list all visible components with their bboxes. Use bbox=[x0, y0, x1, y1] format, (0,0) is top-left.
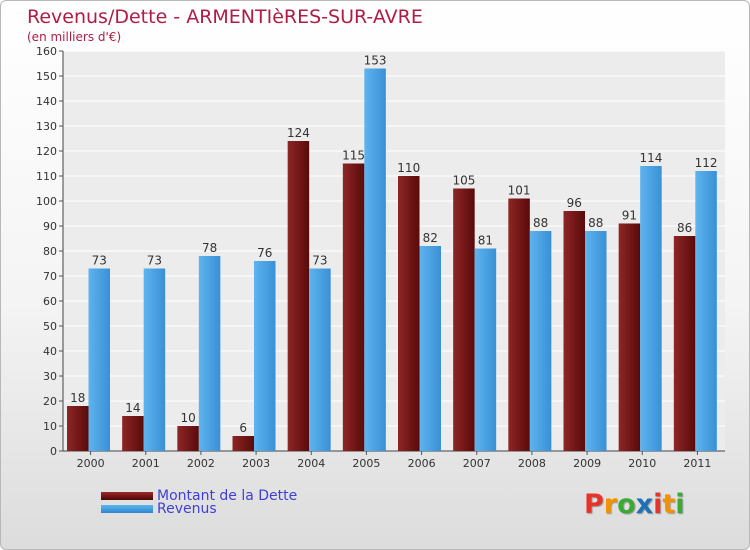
bar-revenus-2002 bbox=[198, 256, 221, 451]
data-label-revenus-2000: 73 bbox=[92, 254, 107, 268]
data-label-dette-2011: 86 bbox=[677, 221, 692, 235]
y-tick-label: 130 bbox=[36, 120, 57, 133]
bar-revenus-2011 bbox=[695, 171, 717, 451]
bar-dette-2008 bbox=[508, 198, 530, 451]
logo-letter: r bbox=[603, 489, 618, 520]
data-label-revenus-2008: 88 bbox=[533, 216, 548, 230]
bar-revenus-2000 bbox=[88, 268, 110, 451]
x-tick-label: 2006 bbox=[408, 457, 436, 470]
y-tick-label: 60 bbox=[43, 295, 57, 308]
data-label-dette-2004: 124 bbox=[287, 126, 310, 140]
x-tick-label: 2010 bbox=[628, 457, 656, 470]
bar-dette-2005 bbox=[342, 163, 365, 451]
bar-dette-2002 bbox=[177, 426, 199, 451]
logo-letter: P bbox=[584, 489, 604, 520]
bar-dette-2009 bbox=[563, 211, 585, 451]
y-tick-label: 70 bbox=[43, 270, 57, 283]
data-label-dette-2003: 6 bbox=[239, 421, 247, 435]
chart-title: Revenus/Dette - ARMENTIèRES-SUR-AVRE bbox=[27, 6, 423, 28]
x-tick-label: 2002 bbox=[187, 457, 215, 470]
bar-dette-2001 bbox=[122, 416, 144, 451]
legend-label-revenus: Revenus bbox=[157, 501, 217, 517]
legend-swatch-revenus bbox=[101, 505, 153, 513]
bar-revenus-2007 bbox=[474, 248, 497, 451]
data-label-revenus-2004: 73 bbox=[312, 254, 327, 268]
y-tick-label: 10 bbox=[43, 420, 57, 433]
bar-revenus-2005 bbox=[364, 68, 386, 451]
x-tick-label: 2007 bbox=[463, 457, 491, 470]
data-label-dette-2005: 115 bbox=[342, 149, 365, 163]
bar-revenus-2008 bbox=[529, 231, 552, 451]
y-tick-label: 160 bbox=[36, 45, 57, 58]
data-label-dette-2009: 96 bbox=[567, 196, 582, 210]
data-label-revenus-2005: 153 bbox=[364, 54, 387, 68]
logo-letter: i bbox=[653, 489, 663, 520]
y-tick-label: 80 bbox=[43, 245, 57, 258]
x-tick-label: 2004 bbox=[297, 457, 325, 470]
x-tick-label: 2000 bbox=[77, 457, 105, 470]
bar-dette-2010 bbox=[618, 223, 641, 451]
bar-revenus-2006 bbox=[419, 246, 441, 451]
y-tick-label: 150 bbox=[36, 70, 57, 83]
x-tick-label: 2003 bbox=[242, 457, 270, 470]
bar-dette-2004 bbox=[287, 141, 310, 451]
data-label-dette-2008: 101 bbox=[508, 184, 531, 198]
legend-item-revenus: Revenus bbox=[101, 501, 217, 517]
logo-letter: i bbox=[675, 489, 685, 520]
legend-item-dette: Montant de la Dette bbox=[101, 488, 297, 504]
y-tick-label: 120 bbox=[36, 145, 57, 158]
data-label-dette-2001: 14 bbox=[125, 401, 140, 415]
data-label-dette-2007: 105 bbox=[452, 174, 475, 188]
data-label-revenus-2002: 78 bbox=[202, 241, 217, 255]
y-tick-label: 90 bbox=[43, 220, 57, 233]
data-label-dette-2002: 10 bbox=[180, 411, 195, 425]
bar-revenus-2010 bbox=[640, 166, 662, 451]
data-label-revenus-2007: 81 bbox=[478, 234, 493, 248]
x-tick-label: 2005 bbox=[352, 457, 380, 470]
chart-subtitle: (en milliers d'€) bbox=[27, 30, 122, 44]
logo-letter: t bbox=[662, 489, 676, 520]
bar-dette-2007 bbox=[453, 188, 475, 451]
bar-revenus-2009 bbox=[585, 231, 607, 451]
bar-dette-2011 bbox=[673, 236, 696, 451]
data-label-dette-2010: 91 bbox=[622, 209, 637, 223]
x-tick-label: 2008 bbox=[518, 457, 546, 470]
legend-swatch-dette bbox=[101, 492, 153, 500]
y-tick-label: 50 bbox=[43, 320, 57, 333]
data-label-revenus-2003: 76 bbox=[257, 246, 272, 260]
data-label-revenus-2001: 73 bbox=[147, 254, 162, 268]
y-tick-label: 100 bbox=[36, 195, 57, 208]
data-label-revenus-2011: 112 bbox=[695, 156, 718, 170]
y-tick-label: 30 bbox=[43, 370, 57, 383]
x-tick-label: 2011 bbox=[683, 457, 711, 470]
y-tick-label: 40 bbox=[43, 345, 57, 358]
bar-revenus-2004 bbox=[309, 268, 331, 451]
data-label-revenus-2009: 88 bbox=[588, 216, 603, 230]
proxiti-logo: Proxiti bbox=[584, 489, 685, 520]
data-label-dette-2006: 110 bbox=[397, 161, 420, 175]
bar-dette-2000 bbox=[67, 406, 89, 451]
y-tick-label: 140 bbox=[36, 95, 57, 108]
y-tick-label: 110 bbox=[36, 170, 57, 183]
data-label-dette-2000: 18 bbox=[70, 391, 85, 405]
data-label-revenus-2006: 82 bbox=[423, 231, 438, 245]
bar-dette-2006 bbox=[398, 176, 420, 451]
x-tick-label: 2001 bbox=[132, 457, 160, 470]
legend-label-dette: Montant de la Dette bbox=[157, 488, 298, 504]
bar-revenus-2001 bbox=[143, 268, 166, 451]
logo-letter: o bbox=[617, 489, 636, 520]
y-tick-label: 0 bbox=[50, 445, 57, 458]
logo-letter: x bbox=[635, 489, 654, 520]
bar-dette-2003 bbox=[232, 436, 254, 451]
y-tick-label: 20 bbox=[43, 395, 57, 408]
bar-revenus-2003 bbox=[254, 261, 276, 451]
data-label-revenus-2010: 114 bbox=[639, 151, 662, 165]
x-tick-label: 2009 bbox=[573, 457, 601, 470]
